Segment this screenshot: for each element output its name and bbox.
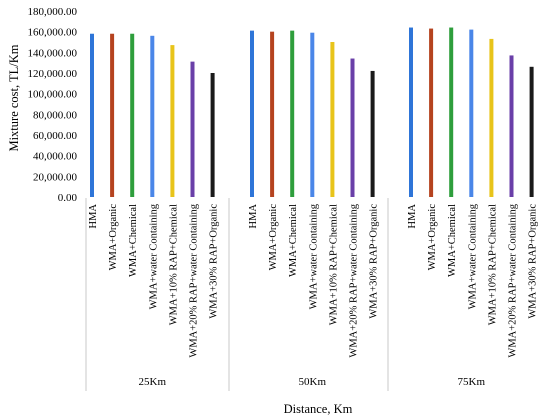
bar: [370, 70, 375, 197]
x-category-label: HMA: [248, 204, 259, 229]
x-category-label: HMA: [88, 204, 99, 229]
x-category-label: WMA+Chemical: [128, 204, 139, 277]
y-tick-label: 120,000.00: [28, 68, 78, 80]
bar: [330, 42, 335, 197]
bar: [310, 32, 315, 198]
bar: [190, 61, 195, 198]
x-category-label: WMA+Chemical: [288, 204, 299, 277]
bar: [250, 30, 254, 198]
bar: [270, 31, 275, 197]
bar: [449, 27, 454, 198]
bar: [170, 45, 175, 197]
x-category-label: WMA+20% RAP+water Containing: [508, 203, 519, 357]
bar: [90, 33, 94, 197]
bar: [290, 30, 295, 198]
y-tick-label: 40,000.00: [33, 151, 78, 163]
group-separators: 25Km 50Km 75Km: [85, 198, 486, 391]
y-tick-label: 180,000.00: [28, 6, 78, 18]
y-tick-label: 100,000.00: [28, 89, 78, 101]
x-category-label: WMA+water Containing: [308, 203, 319, 309]
bar: [529, 66, 534, 197]
x-category-label: WMA+10% RAP+Chemical: [328, 204, 339, 325]
x-category-label: WMA+water Containing: [148, 203, 159, 309]
group-label: 25Km: [139, 376, 167, 388]
y-axis-ticks: 0.00 20,000.00 40,000.00 60,000.00 80,000.00…: [28, 6, 78, 204]
x-category-label: WMA+Organic: [108, 204, 119, 271]
bar: [210, 73, 215, 197]
bar: [409, 27, 413, 198]
bar: [489, 38, 494, 198]
bars: [90, 27, 534, 198]
bar: [469, 29, 474, 197]
x-category-label: WMA+20% RAP+water Containing: [349, 203, 360, 357]
bar: [150, 35, 155, 197]
y-tick-label: 0.00: [58, 192, 78, 204]
x-category-label: WMA+Chemical: [447, 204, 458, 277]
x-category-label: WMA+Organic: [427, 204, 438, 271]
x-category-label: WMA+30% RAP+Organic: [528, 204, 539, 319]
bar: [350, 58, 355, 198]
y-tick-label: 160,000.00: [28, 27, 78, 39]
x-axis-title: Distance, Km: [284, 402, 353, 416]
x-category-label: WMA+water Containing: [467, 203, 478, 309]
group-label: 75Km: [458, 376, 486, 388]
y-axis-title: Mixture cost, TL/Km: [7, 44, 21, 151]
bar: [429, 28, 434, 197]
x-category-label: WMA+20% RAP+water Containing: [189, 203, 200, 357]
group-label: 50Km: [299, 376, 327, 388]
bar: [110, 33, 115, 197]
x-category-label: WMA+10% RAP+Chemical: [168, 204, 179, 325]
y-tick-label: 20,000.00: [33, 171, 78, 183]
y-tick-label: 140,000.00: [28, 47, 78, 59]
x-category-label: WMA+Organic: [268, 204, 279, 271]
x-category-label: WMA+10% RAP+Chemical: [487, 204, 498, 325]
x-category-label: WMA+30% RAP+Organic: [209, 204, 220, 319]
x-category-label: HMA: [407, 204, 418, 229]
x-category-label: WMA+30% RAP+Organic: [369, 204, 380, 319]
y-tick-label: 60,000.00: [33, 130, 78, 142]
y-tick-label: 80,000.00: [33, 109, 78, 121]
bar: [130, 33, 135, 197]
x-axis-categories: HMA WMA+Organic WMA+Chemical WMA+water Cont…: [88, 203, 539, 357]
bar: [509, 55, 514, 197]
